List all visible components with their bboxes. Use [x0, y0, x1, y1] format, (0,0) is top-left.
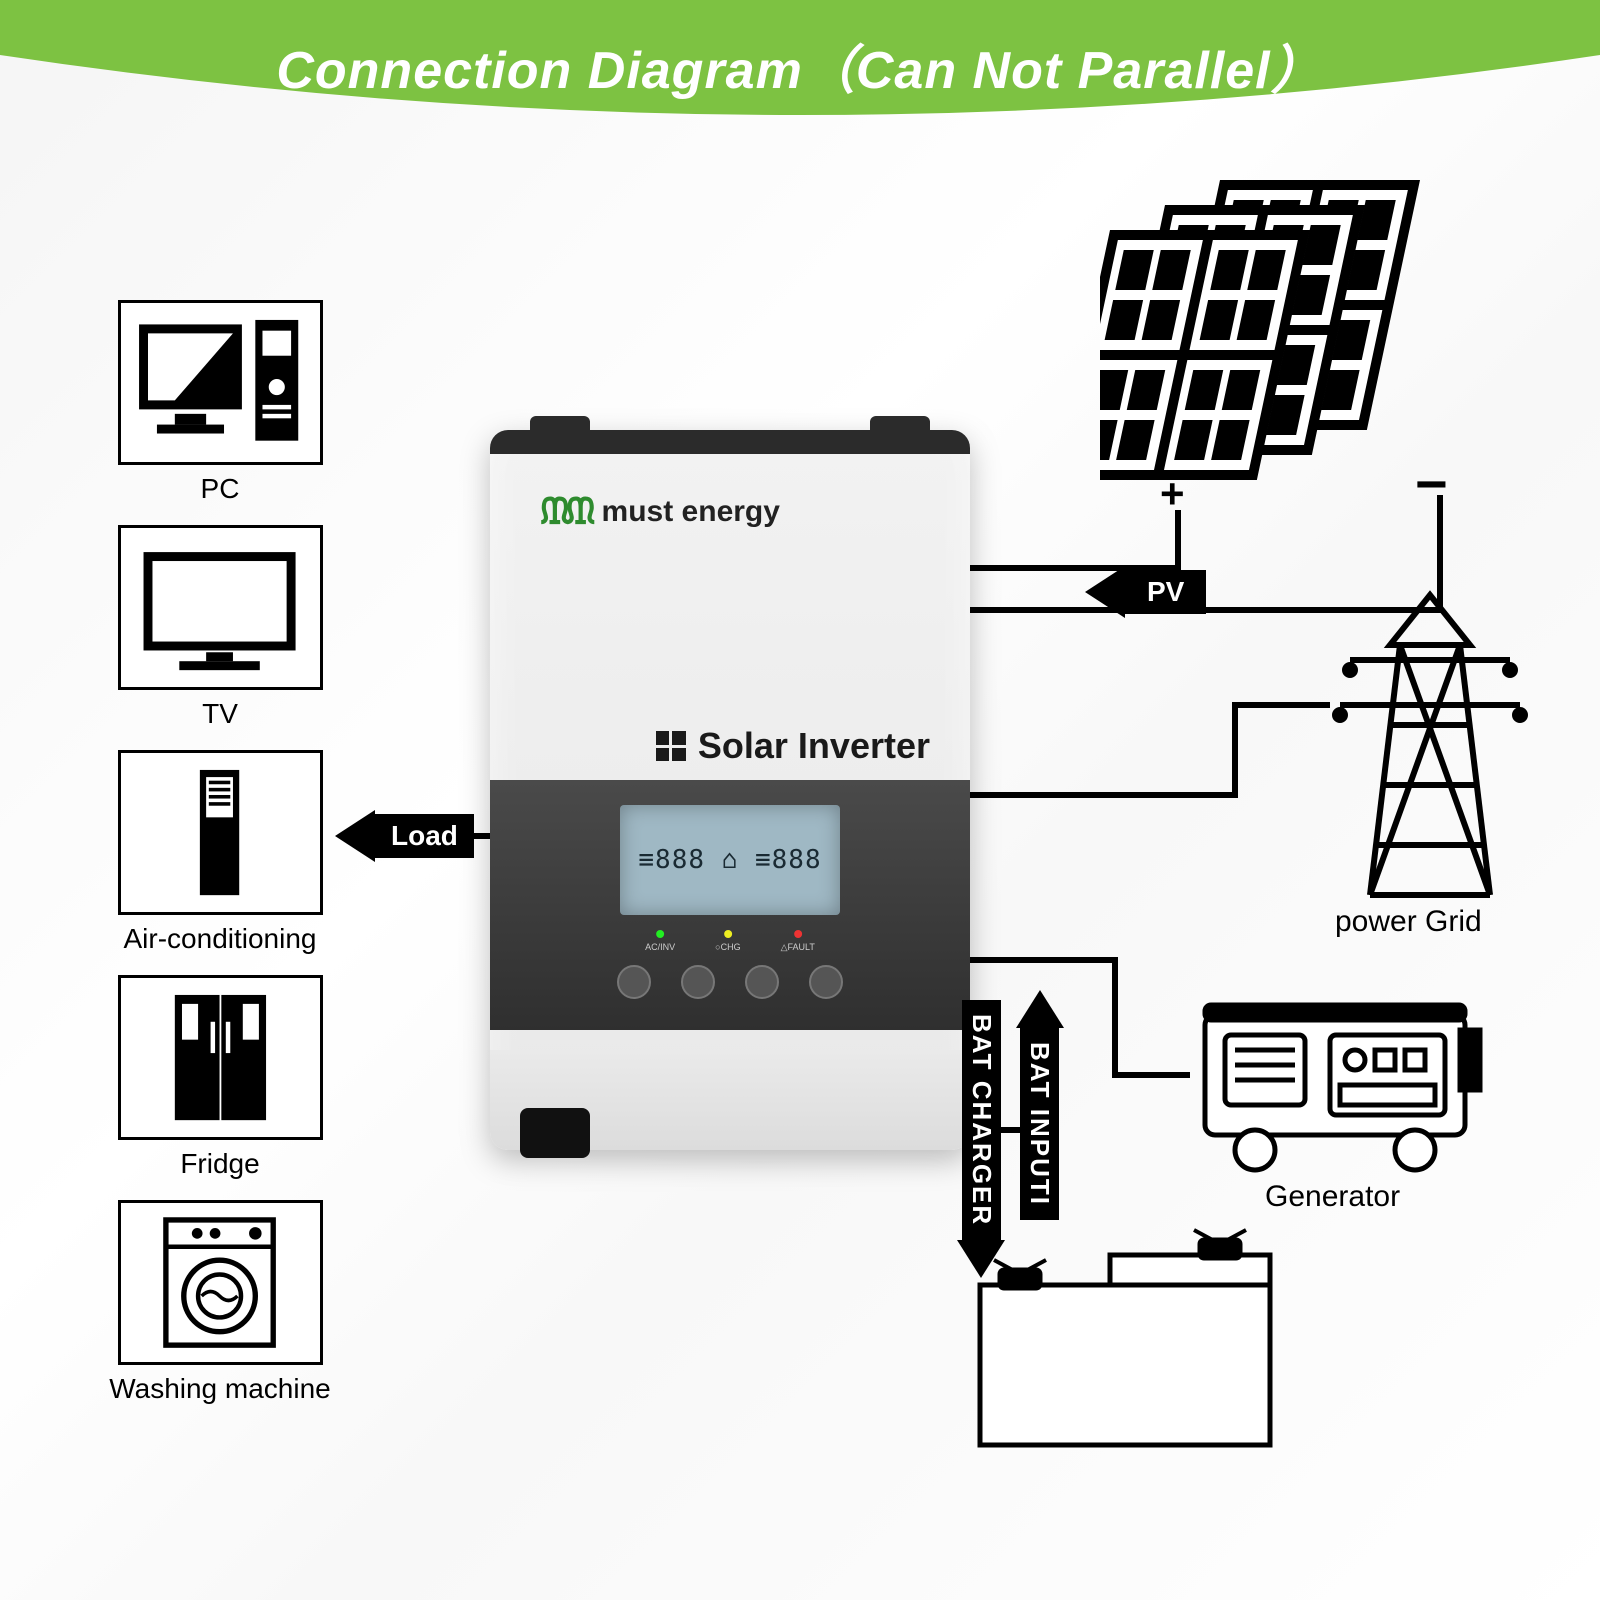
fridge-icon	[130, 986, 309, 1129]
load-label: Air-conditioning	[124, 923, 317, 955]
load-label: Fridge	[180, 1148, 259, 1180]
solar-inverter: ᙢᙢ must energy Solar Inverter ≡888 ⌂ ≡88…	[490, 430, 970, 1150]
grid-label: power Grid	[1335, 905, 1482, 939]
pv-arrow-head-icon	[1085, 566, 1125, 618]
load-item-ac: Air-conditioning	[105, 750, 335, 955]
bat-input-arrow-icon	[1016, 990, 1064, 1028]
solar-panels-icon	[1100, 180, 1480, 480]
generator-label: Generator	[1265, 1180, 1400, 1214]
lcd-display: ≡888 ⌂ ≡888	[620, 805, 840, 915]
led-indicators: AC/INV ○CHG △FAULT	[645, 930, 815, 953]
load-item-washer: Washing machine	[105, 1200, 335, 1405]
washer-icon	[130, 1211, 309, 1354]
load-arrow-label: Load	[375, 814, 474, 858]
load-label: PC	[201, 473, 240, 505]
load-arrow-head-icon	[335, 810, 375, 862]
bat-charger-arrow-icon	[957, 1240, 1005, 1278]
tv-icon	[130, 536, 309, 679]
load-label: Washing machine	[109, 1373, 331, 1405]
inverter-control-panel: ≡888 ⌂ ≡888 AC/INV ○CHG △FAULT	[490, 780, 970, 1030]
battery-icon	[960, 1225, 1290, 1475]
load-item-tv: TV	[105, 525, 335, 730]
grid-icon	[656, 731, 686, 761]
brand-text: must energy	[602, 495, 780, 529]
load-column: PC TV	[105, 300, 335, 1425]
pc-icon	[130, 311, 309, 454]
inverter-brand: ᙢᙢ must energy	[540, 490, 780, 533]
bat-charger-label: BAT CHARGER	[962, 1000, 1001, 1240]
inverter-title: Solar Inverter	[656, 725, 930, 767]
load-item-pc: PC	[105, 300, 335, 505]
brand-logo-icon: ᙢᙢ	[540, 490, 592, 533]
control-buttons	[617, 965, 843, 999]
power-grid-icon	[1320, 585, 1540, 905]
pv-label: PV	[1125, 570, 1206, 614]
generator-icon	[1185, 975, 1505, 1175]
load-label: TV	[202, 698, 238, 730]
ac-icon	[130, 761, 309, 904]
bat-input-label: BAT INPUTI	[1020, 1028, 1059, 1220]
inverter-port	[520, 1108, 590, 1158]
load-item-fridge: Fridge	[105, 975, 335, 1180]
